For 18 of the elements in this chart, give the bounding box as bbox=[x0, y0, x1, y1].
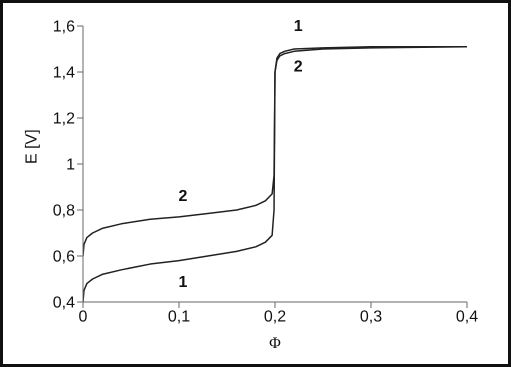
x-tick-label: 0 bbox=[78, 308, 88, 326]
y-tick-label: 1,6 bbox=[52, 18, 76, 36]
series-label: 2 bbox=[294, 58, 303, 76]
y-tick-label: 1 bbox=[66, 156, 76, 174]
x-tick-label: 0,2 bbox=[264, 308, 286, 326]
y-tick-label: 1,4 bbox=[52, 64, 76, 82]
text: 1 bbox=[294, 18, 303, 36]
x-tick-label: 0,1 bbox=[168, 308, 190, 326]
y-tick-label: 0,8 bbox=[52, 202, 76, 220]
y-tick-label: 1,2 bbox=[52, 110, 76, 128]
x-tick-label: 0,3 bbox=[360, 308, 382, 326]
y-axis-title: E [V] bbox=[24, 129, 41, 164]
y-tick-label: 0,4 bbox=[52, 294, 76, 312]
x-tick-label: 0,4 bbox=[456, 308, 478, 326]
y-tick-label: 0,6 bbox=[52, 248, 76, 266]
text: 2 bbox=[178, 188, 188, 206]
series-label: 1 bbox=[178, 274, 188, 291]
x-axis-title: Φ bbox=[269, 335, 282, 352]
